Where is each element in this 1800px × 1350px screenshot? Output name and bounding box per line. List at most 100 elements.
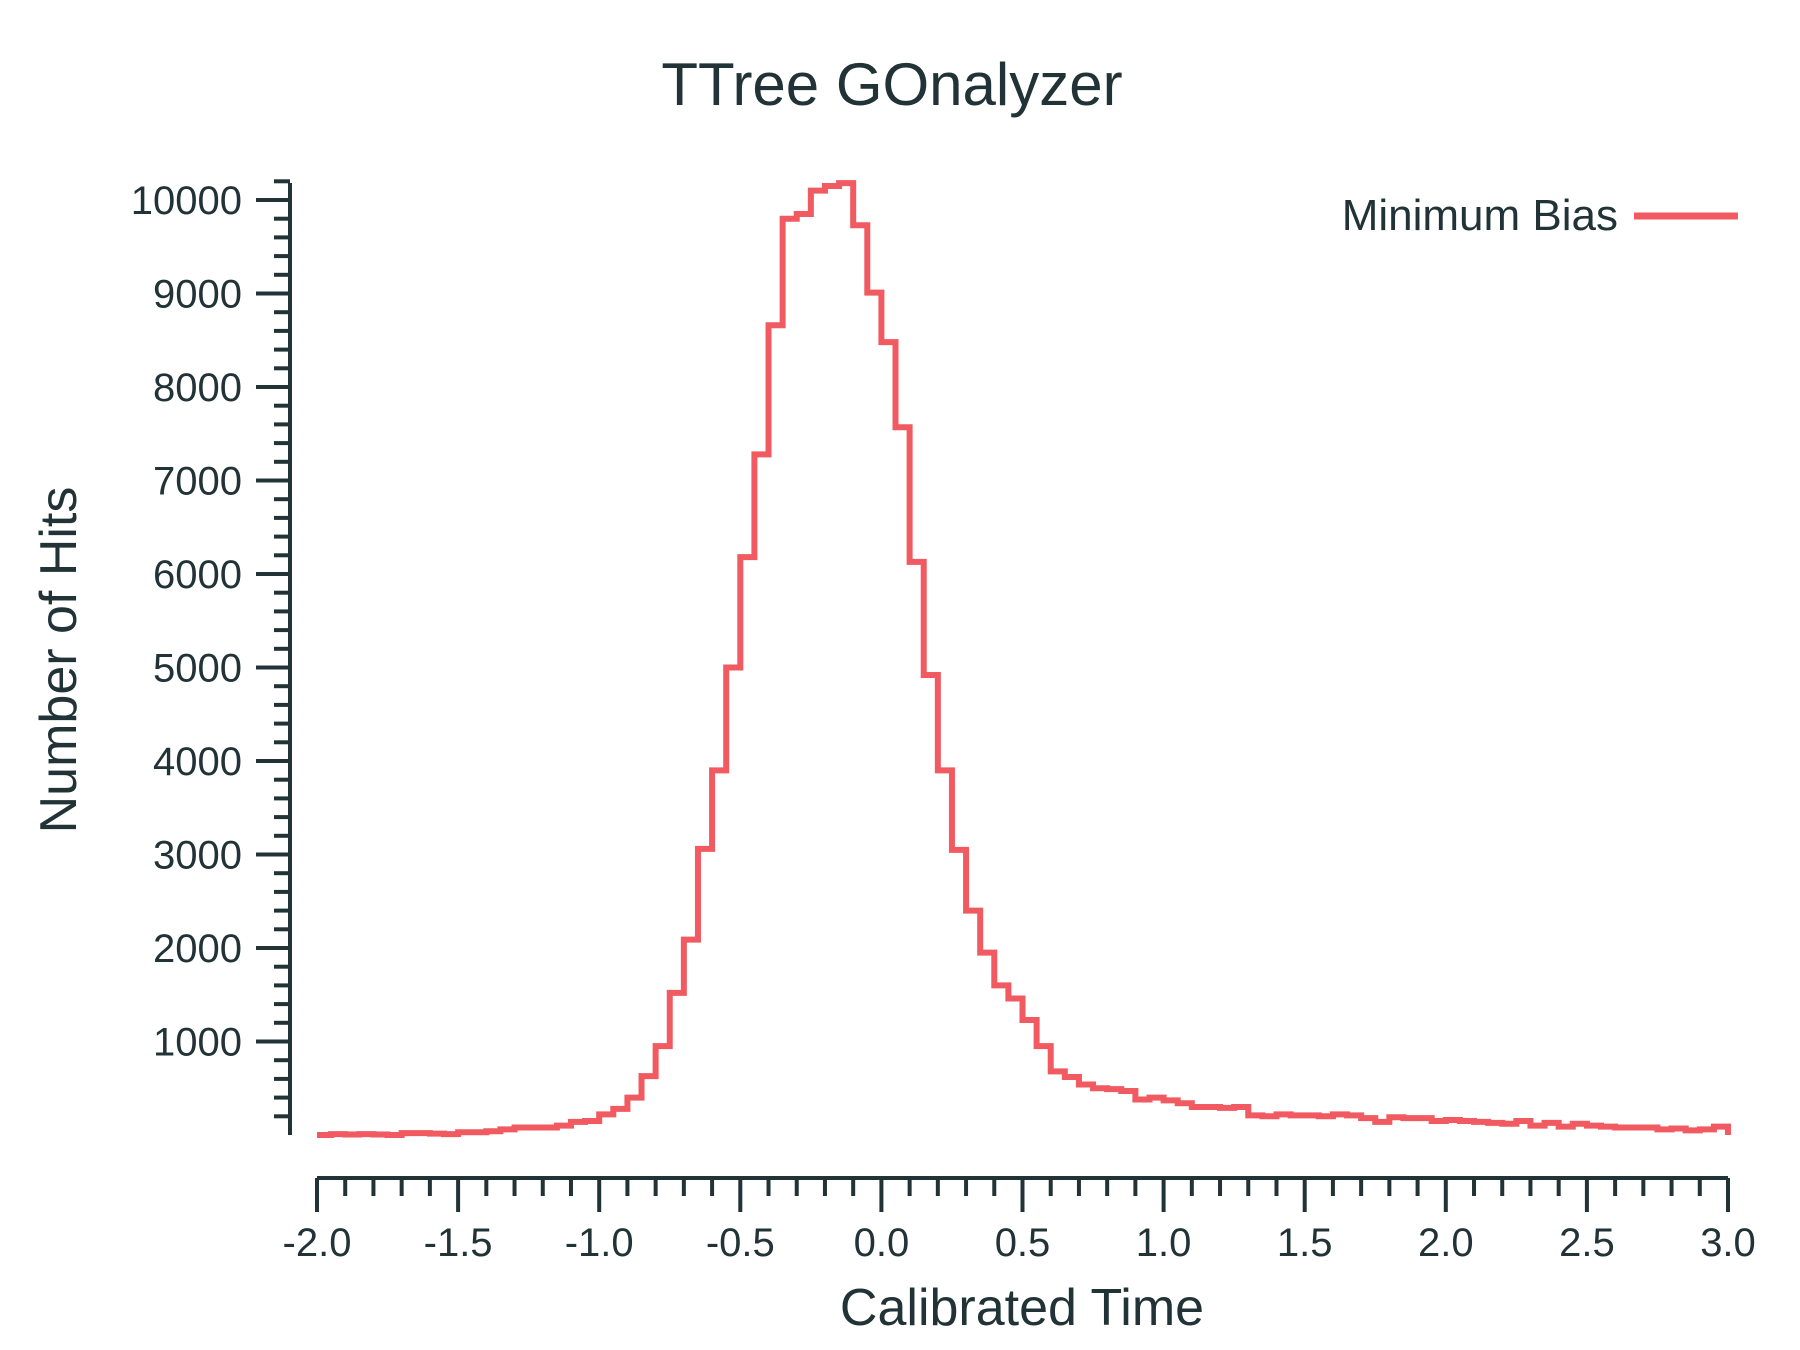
x-tick-label: -1.5 [424, 1221, 493, 1265]
histogram-bin [1530, 1126, 1544, 1135]
histogram-bin [585, 1121, 599, 1135]
y-tick-label: 3000 [153, 834, 242, 878]
y-tick-label: 9000 [153, 273, 242, 317]
chart-title: TTree GOnalyzer [661, 51, 1122, 118]
histogram-bin [331, 1134, 345, 1135]
histogram-bin [910, 562, 924, 1135]
histogram-bin [1079, 1085, 1093, 1135]
x-axis: -2.0 -1.5 -1.0 -0.5 0.0 0.5 1.0 1.5 2.0 2.5 3.0 [283, 1176, 1756, 1265]
histogram-bin [1601, 1127, 1615, 1135]
y-tick-label: 8000 [153, 366, 242, 410]
histogram-bin [515, 1128, 529, 1135]
histogram-bin [642, 1076, 656, 1135]
y-tick-label: 4000 [153, 740, 242, 784]
histogram-bin [1686, 1130, 1700, 1135]
histogram-bin [769, 325, 783, 1135]
legend-label-minimum-bias: Minimum Bias [1342, 191, 1618, 240]
histogram-bin [1121, 1091, 1135, 1135]
histogram-bin [500, 1129, 514, 1135]
histogram-bin [1643, 1128, 1657, 1135]
histogram-bin [966, 911, 980, 1135]
histogram-bin [1545, 1123, 1559, 1135]
y-tick-label: 5000 [153, 647, 242, 691]
histogram-bin [1305, 1115, 1319, 1135]
histogram-bin [1375, 1122, 1389, 1135]
histogram-bin [1192, 1107, 1206, 1135]
x-tick-label: 0.5 [995, 1221, 1051, 1265]
histogram-bin [1319, 1116, 1333, 1135]
histogram-bin [1502, 1124, 1516, 1135]
histogram-bin [811, 191, 825, 1135]
histogram-bin [1446, 1120, 1460, 1135]
histogram-bin [1051, 1071, 1065, 1135]
y-tick-label: 7000 [153, 460, 242, 504]
histogram-bin [924, 675, 938, 1135]
histogram-bin [430, 1134, 444, 1135]
histogram-bin [458, 1132, 472, 1135]
histogram-bin [684, 940, 698, 1135]
histogram-bin [359, 1134, 373, 1135]
x-tick-label: -2.0 [283, 1221, 352, 1265]
histogram-bin [1291, 1115, 1305, 1135]
histogram-bin [1149, 1098, 1163, 1135]
x-tick-label: 1.0 [1136, 1221, 1192, 1265]
x-axis-label: Calibrated Time [840, 1279, 1204, 1337]
histogram-bin [627, 1098, 641, 1135]
histogram-bin [797, 214, 811, 1135]
histogram-bin [1276, 1114, 1290, 1135]
histogram-bin [557, 1126, 571, 1135]
x-tick-label: 0.0 [854, 1221, 910, 1265]
y-tick-label: 1000 [153, 1021, 242, 1065]
histogram-bin [1573, 1124, 1587, 1135]
histogram-bin [994, 985, 1008, 1135]
histogram-bin [1164, 1100, 1178, 1135]
histogram-bin [1135, 1099, 1149, 1135]
histogram-bin [1460, 1121, 1474, 1135]
histogram-bin [1700, 1129, 1714, 1135]
x-tick-label: 1.5 [1277, 1221, 1333, 1265]
histogram-bin [1023, 1020, 1037, 1135]
histogram-bin [613, 1109, 627, 1135]
histogram-bin [1107, 1089, 1121, 1135]
histogram-bin [980, 953, 994, 1135]
histogram-bin [1657, 1129, 1671, 1135]
histogram-bin [486, 1131, 500, 1135]
histogram-bin [938, 770, 952, 1135]
histogram-bin [825, 186, 839, 1135]
histogram-bin [1629, 1128, 1643, 1135]
histogram-bin [1065, 1077, 1079, 1135]
histogram-bin [444, 1134, 458, 1135]
legend: Minimum Bias [1342, 191, 1738, 240]
histogram-bin [1248, 1115, 1262, 1135]
histogram-bin [472, 1132, 486, 1135]
histogram-bin [543, 1128, 557, 1135]
histogram-bin [1714, 1127, 1728, 1135]
histogram-bin [698, 849, 712, 1135]
y-tick-label: 2000 [153, 927, 242, 971]
histogram-bin [1234, 1107, 1248, 1135]
y-axis: 1000 2000 3000 4000 5000 6000 7000 8000 9000 1000… [131, 179, 292, 1135]
histogram-bin [571, 1122, 585, 1135]
histogram-bin [416, 1133, 430, 1135]
histogram-bin [712, 770, 726, 1135]
x-tick-label: -0.5 [706, 1221, 775, 1265]
histogram-bin [839, 183, 853, 1135]
histogram-bin [1389, 1117, 1403, 1135]
histogram-bin [1615, 1128, 1629, 1135]
histogram-bin [1587, 1126, 1601, 1135]
histogram-bin [1516, 1121, 1530, 1135]
plot-area [317, 180, 1731, 1138]
histogram-bin [1347, 1115, 1361, 1135]
histogram-bin [670, 993, 684, 1135]
histogram-bin [896, 427, 910, 1135]
histogram-bin [1093, 1088, 1107, 1135]
histogram-bin [1488, 1123, 1502, 1135]
histogram-bin [740, 557, 754, 1135]
histogram-bin [1206, 1107, 1220, 1135]
histogram-bin [952, 850, 966, 1135]
histogram-bin [599, 1114, 613, 1135]
histogram-bin [1178, 1103, 1192, 1135]
histogram-bin [529, 1128, 543, 1135]
x-tick-label: 2.5 [1559, 1221, 1615, 1265]
